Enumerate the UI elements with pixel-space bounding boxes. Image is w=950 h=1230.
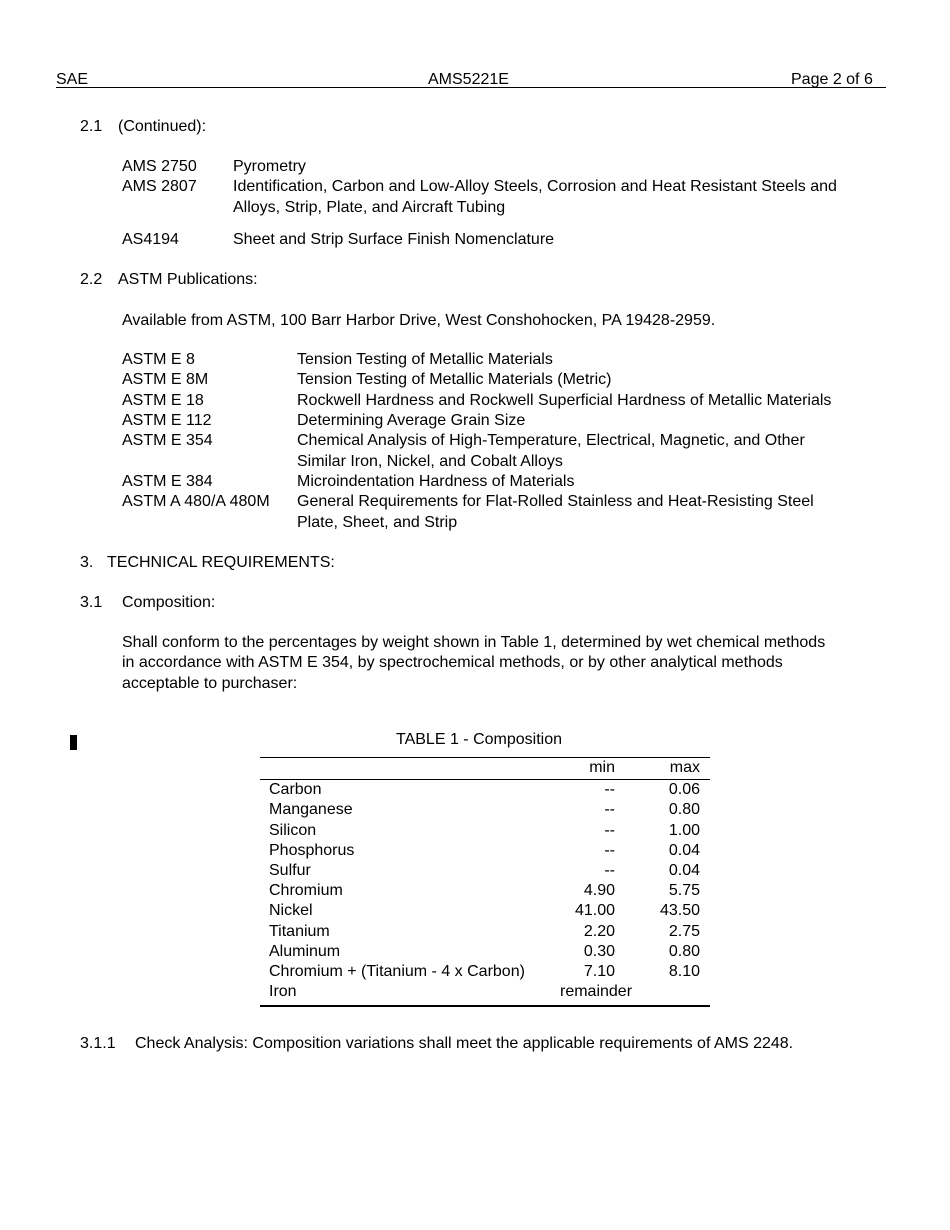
reference-code: ASTM E 18 — [122, 392, 204, 409]
section-number: 3.1.1 — [80, 1035, 116, 1052]
min-value: -- — [604, 821, 615, 839]
section-number: 2.2 — [80, 271, 103, 288]
table-header-row: min max — [260, 758, 710, 778]
section-number: 2.1 — [80, 118, 103, 135]
min-value: 7.10 — [583, 962, 615, 980]
max-value: 0.06 — [668, 781, 700, 799]
min-value: -- — [604, 841, 615, 859]
reference-title: Alloys, Strip, Plate, and Aircraft Tubin… — [233, 199, 506, 216]
section-title: Composition: — [122, 594, 216, 611]
min-value: 4.90 — [583, 882, 615, 900]
element-name: Silicon — [269, 821, 317, 839]
reference-title: Determining Average Grain Size — [297, 412, 526, 429]
reference-code: AMS 2750 — [122, 158, 197, 175]
header-max: max — [669, 759, 700, 776]
max-value: 43.50 — [659, 902, 700, 920]
min-value: 0.30 — [583, 942, 615, 960]
min-value: 41.00 — [574, 902, 615, 920]
reference-title: General Requirements for Flat-Rolled Sta… — [297, 493, 814, 510]
table-row: Aluminum 0.30 0.80 — [260, 942, 710, 962]
reference-code: ASTM E 8M — [122, 371, 209, 388]
table-row: Carbon -- 0.06 — [260, 780, 710, 800]
min-value: -- — [604, 781, 615, 799]
table-row: Manganese -- 0.80 — [260, 800, 710, 820]
section-title: ASTM Publications: — [118, 271, 258, 288]
element-name: Titanium — [269, 922, 330, 940]
table-title: TABLE 1 - Composition — [396, 731, 562, 748]
section-number: 3.1 — [80, 594, 103, 611]
section-title: TECHNICAL REQUIREMENTS: — [107, 554, 335, 571]
reference-title: Tension Testing of Metallic Materials — [297, 351, 553, 368]
reference-title: Sheet and Strip Surface Finish Nomenclat… — [233, 231, 555, 248]
table-row: Titanium 2.20 2.75 — [260, 922, 710, 942]
max-value: 8.10 — [668, 962, 700, 980]
reference-title: Tension Testing of Metallic Materials (M… — [297, 371, 612, 388]
composition-table: min max Carbon -- 0.06 Manganese -- 0.80 Silic… — [260, 757, 710, 1008]
element-name: Manganese — [269, 801, 353, 819]
element-name: Sulfur — [269, 861, 311, 879]
element-name: Chromium — [269, 882, 343, 900]
table-row: Sulfur -- 0.04 — [260, 861, 710, 881]
reference-title: Similar Iron, Nickel, and Cobalt Alloys — [297, 453, 563, 470]
reference-code: AS4194 — [122, 231, 179, 248]
max-value: 1.00 — [668, 821, 700, 839]
header-min: min — [589, 759, 615, 776]
min-value: 2.20 — [583, 922, 615, 940]
header-left: SAE — [56, 71, 89, 88]
table-row: Chromium + (Titanium - 4 x Carbon) 7.10 8.… — [260, 962, 710, 982]
section-number: 3. — [80, 554, 94, 571]
element-name: Nickel — [269, 902, 313, 920]
reference-code: ASTM E 8 — [122, 351, 195, 368]
table-bottom-rule — [260, 1005, 710, 1008]
reference-code: ASTM E 384 — [122, 473, 213, 490]
max-value: 5.75 — [668, 882, 700, 900]
paragraph-line: in accordance with ASTM E 354, by spectr… — [122, 654, 783, 671]
table-row: Iron remainder — [260, 982, 710, 1002]
element-name: Aluminum — [269, 942, 341, 960]
element-name: Carbon — [269, 781, 322, 799]
reference-code: ASTM A 480/A 480M — [122, 493, 270, 510]
reference-code: ASTM E 354 — [122, 432, 213, 449]
min-value: remainder — [560, 983, 633, 1001]
paragraph-line: acceptable to purchaser: — [122, 675, 298, 692]
table-row: Phosphorus -- 0.04 — [260, 841, 710, 861]
element-name: Chromium + (Titanium - 4 x Carbon) — [269, 962, 525, 980]
table-header-rule — [260, 779, 710, 781]
header-center: AMS5221E — [428, 71, 509, 88]
section-title: (Continued): — [118, 118, 207, 135]
change-bar — [70, 735, 77, 750]
min-value: -- — [604, 801, 615, 819]
reference-title: Chemical Analysis of High-Temperature, E… — [297, 432, 805, 449]
max-value: 2.75 — [668, 922, 700, 940]
element-name: Iron — [269, 983, 297, 1001]
reference-code: AMS 2807 — [122, 178, 197, 195]
table-row: Silicon -- 1.00 — [260, 821, 710, 841]
check-analysis-text: Check Analysis: Composition variations s… — [135, 1035, 794, 1052]
table-top-rule — [260, 757, 710, 758]
reference-title: Plate, Sheet, and Strip — [297, 514, 458, 531]
header-right: Page 2 of 6 — [791, 71, 873, 88]
element-name: Phosphorus — [269, 841, 355, 859]
table-row: Nickel 41.00 43.50 — [260, 901, 710, 921]
paragraph-line: Shall conform to the percentages by weig… — [122, 634, 826, 651]
table-row: Chromium 4.90 5.75 — [260, 881, 710, 901]
max-value: 0.04 — [668, 861, 700, 879]
reference-title: Rockwell Hardness and Rockwell Superfici… — [297, 392, 832, 409]
reference-code: ASTM E 112 — [122, 412, 212, 429]
min-value: -- — [604, 861, 615, 879]
max-value: 0.04 — [668, 841, 700, 859]
availability-text: Available from ASTM, 100 Barr Harbor Dri… — [122, 312, 716, 329]
header-rule — [56, 87, 886, 88]
reference-title: Pyrometry — [233, 158, 306, 175]
max-value: 0.80 — [668, 942, 700, 960]
reference-title: Microindentation Hardness of Materials — [297, 473, 575, 490]
reference-title: Identification, Carbon and Low-Alloy Ste… — [233, 178, 837, 195]
max-value: 0.80 — [668, 801, 700, 819]
